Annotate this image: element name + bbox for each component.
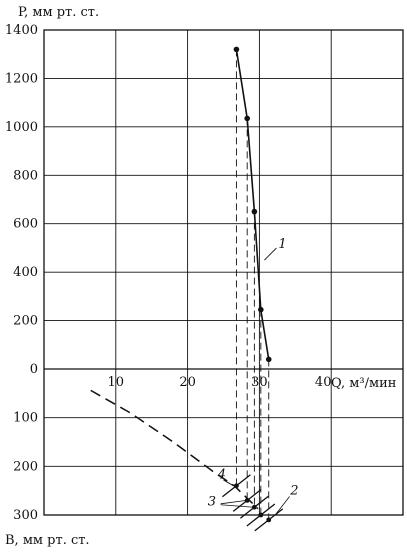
y-tick-label-top: 800 xyxy=(13,168,38,183)
x-tick-label: 20 xyxy=(179,375,196,390)
y-axis-title-bottom: B, мм рт. ст. xyxy=(5,533,90,548)
label-leader-3a xyxy=(220,500,247,505)
curve-label-2: 2 xyxy=(289,484,298,499)
data-point xyxy=(265,356,272,363)
crossing-point xyxy=(251,504,257,510)
x-tick-label: 40 xyxy=(315,375,332,390)
y-tick-label-bottom: 100 xyxy=(13,411,38,426)
x-axis-title: Q, м³/мин xyxy=(331,376,396,391)
data-point xyxy=(258,306,264,313)
y-tick-label-bottom: 200 xyxy=(13,459,38,474)
crossing-point xyxy=(266,517,272,523)
crossing-point xyxy=(244,498,250,503)
crossing-point xyxy=(234,483,239,489)
y-tick-label-top: 0 xyxy=(30,362,38,377)
data-point xyxy=(251,208,258,215)
y-tick-label-top: 400 xyxy=(13,265,38,280)
x-tick-label: 10 xyxy=(108,375,125,390)
y-tick-label-top: 200 xyxy=(13,314,38,329)
curve-label-1: 1 xyxy=(278,237,286,252)
y-tick-label-bottom: 300 xyxy=(13,508,38,523)
series-line-4 xyxy=(90,389,259,510)
label-leader-1 xyxy=(264,247,277,261)
data-points xyxy=(233,46,272,523)
y-tick-label-top: 1000 xyxy=(5,120,38,135)
curve-label-3: 3 xyxy=(208,494,216,509)
series-line-1 xyxy=(235,49,270,360)
label-leader-2 xyxy=(274,496,290,516)
grid xyxy=(43,29,404,516)
curve-labels: 1 43 2 xyxy=(208,237,299,516)
y-tick-label-top: 1200 xyxy=(5,71,38,86)
projection-lines xyxy=(235,49,270,520)
curve-label-4: 4 xyxy=(217,468,226,483)
x-tick-label: 30 xyxy=(251,375,268,390)
y-tick-label-top: 1400 xyxy=(5,23,38,38)
y-tick-label-top: 600 xyxy=(13,217,38,232)
y-axis-title-top: P, мм рт. ст. xyxy=(18,5,99,20)
tick-labels: 0 200 400 600 800 1000 1200 1400 100 200 300 10 20 30… xyxy=(5,23,332,523)
label-leader-4 xyxy=(223,479,234,487)
data-point xyxy=(244,115,250,122)
data-point xyxy=(233,46,240,53)
label-leader-3b xyxy=(220,504,254,508)
crossing-point xyxy=(258,512,264,518)
